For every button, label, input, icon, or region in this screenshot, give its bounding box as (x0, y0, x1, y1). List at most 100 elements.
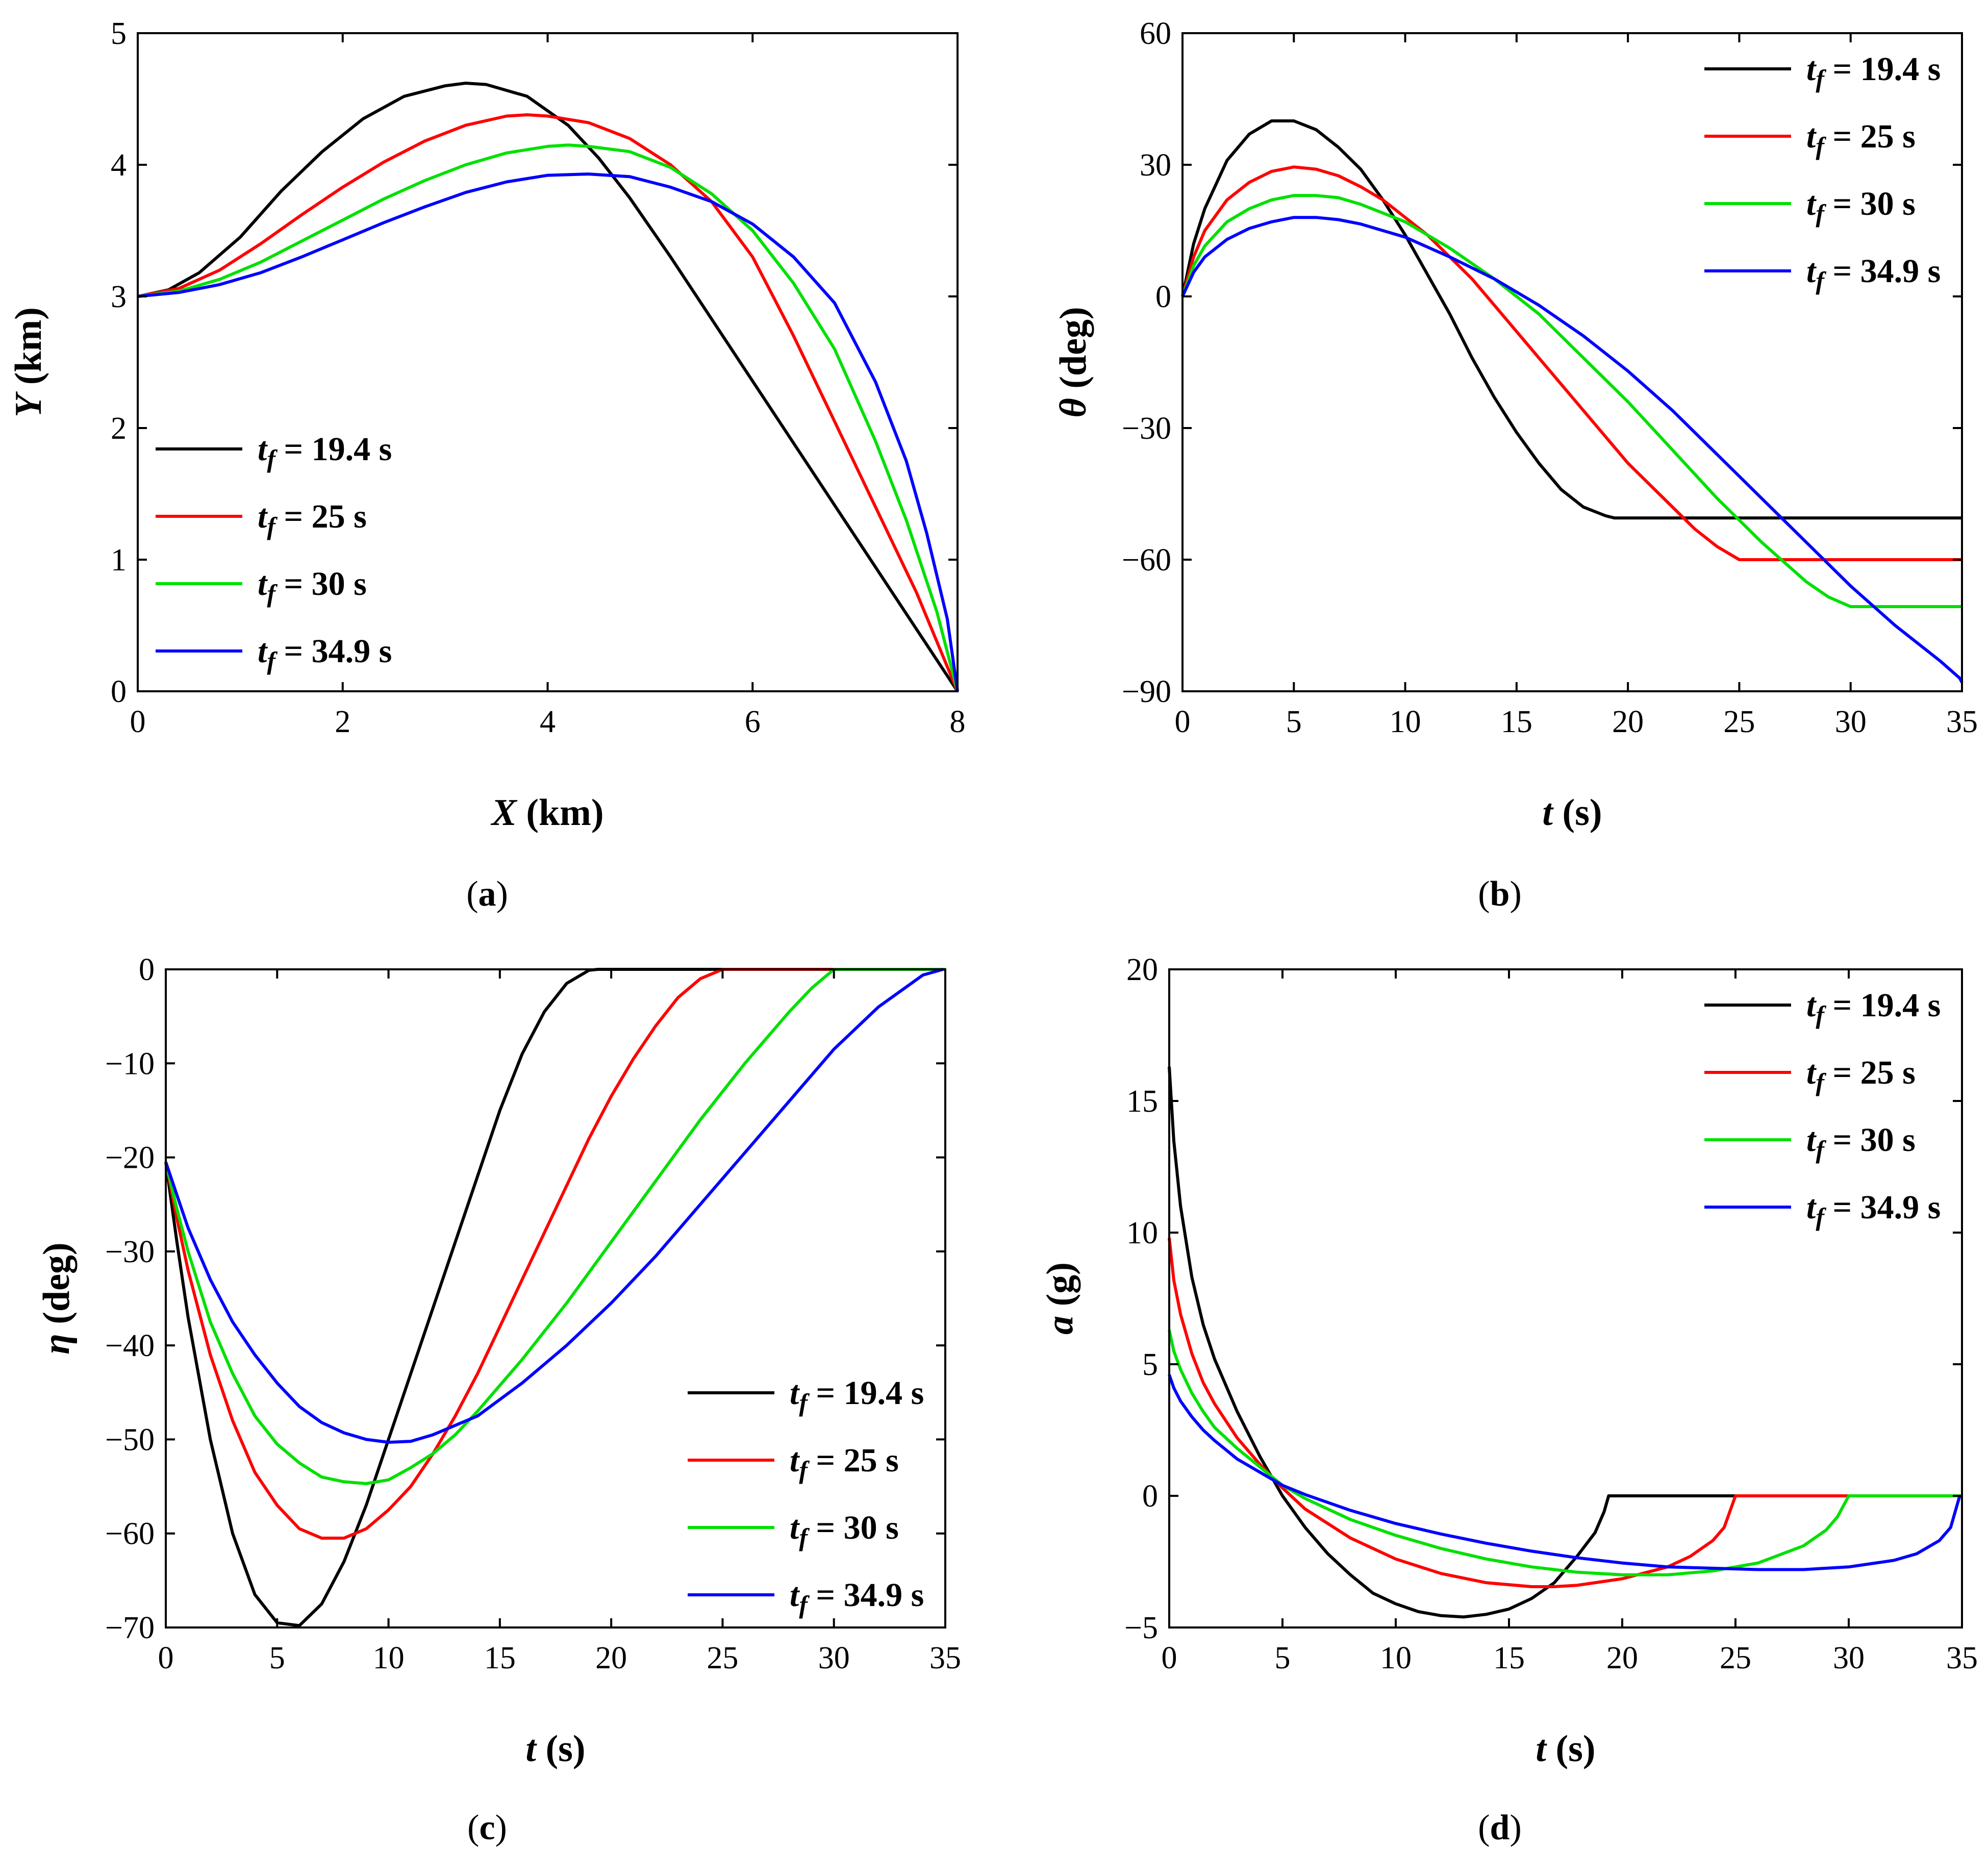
x-tick-label-d-6: 30 (1833, 1641, 1865, 1675)
x-tick-label-c-0: 0 (158, 1641, 174, 1675)
x-axis-label-d: t (s) (1536, 1728, 1595, 1770)
legend-label-b-0: tf = 19.4 s (1806, 51, 1941, 93)
x-tick-label-c-5: 25 (707, 1641, 738, 1675)
series-line-b-1 (1181, 165, 1962, 561)
x-tick-label-b-1: 5 (1286, 705, 1302, 739)
x-tick-label-d-3: 15 (1493, 1641, 1525, 1675)
y-tick-label-d-0: −5 (1124, 1611, 1158, 1645)
legend-label-c-3: tf = 34.9 s (790, 1576, 924, 1619)
plot-frame-b (1181, 32, 1963, 692)
legend-label-d-0: tf = 19.4 s (1806, 987, 1941, 1029)
series-line-a-3 (137, 172, 959, 692)
legend-label-b-3: tf = 34.9 s (1806, 253, 1941, 295)
y-tick-label-b-1: −60 (1122, 543, 1171, 578)
legend-label-a-0: tf = 19.4 s (258, 431, 392, 473)
x-tick-label-c-7: 35 (929, 1641, 961, 1675)
x-axis-label-b: t (s) (1542, 792, 1602, 834)
x-tick-label-c-2: 10 (373, 1641, 405, 1675)
x-tick-label-a-1: 2 (335, 705, 350, 739)
y-tick-label-c-0: −70 (105, 1611, 155, 1645)
caption-a: (a) (466, 874, 508, 914)
series-line-b-0 (1181, 119, 1962, 520)
y-tick-label-d-3: 10 (1126, 1216, 1158, 1250)
x-tick-label-d-0: 0 (1162, 1641, 1177, 1675)
y-axis-label-a: Y (km) (8, 307, 49, 417)
legend-label-c-2: tf = 30 s (790, 1509, 899, 1551)
series-line-d-1 (1168, 1237, 1849, 1588)
x-tick-label-b-3: 15 (1501, 705, 1532, 739)
y-tick-label-c-1: −60 (105, 1517, 155, 1551)
series-line-c-2 (164, 968, 945, 1485)
legend-label-d-3: tf = 34.9 s (1806, 1189, 1941, 1231)
caption-c: (c) (467, 1808, 507, 1847)
series-line-c-3 (164, 968, 944, 1444)
legend-label-c-1: tf = 25 s (790, 1442, 899, 1484)
y-axis-label-c: η (deg) (36, 1242, 78, 1354)
series-line-d-0 (1168, 1066, 1735, 1619)
y-tick-label-a-4: 4 (111, 148, 127, 183)
x-tick-label-d-4: 20 (1606, 1641, 1638, 1675)
legend-c: tf = 19.4 s tf = 25 s tf = 30 s tf = 34.9 s (688, 1374, 924, 1619)
x-tick-label-a-2: 4 (540, 705, 556, 739)
y-axis-label-d: a (g) (1039, 1262, 1081, 1335)
series-line-b-3 (1181, 216, 1964, 684)
legend-a: tf = 19.4 s tf = 25 s tf = 30 s tf = 34.9 s (156, 431, 392, 675)
y-tick-label-b-5: 60 (1140, 16, 1171, 51)
y-tick-label-a-1: 1 (111, 543, 127, 578)
x-axis-label-c: t (s) (525, 1728, 585, 1770)
x-axis-label-a: X (km) (491, 792, 604, 834)
x-tick-label-c-3: 15 (484, 1641, 516, 1675)
legend-label-c-0: tf = 19.4 s (790, 1374, 924, 1417)
x-tick-label-b-7: 35 (1946, 705, 1978, 739)
x-tick-label-a-0: 0 (130, 705, 146, 739)
x-tick-label-b-2: 10 (1390, 705, 1421, 739)
series-line-a-1 (137, 113, 959, 692)
x-tick-label-b-5: 25 (1723, 705, 1755, 739)
caption-b: (b) (1478, 874, 1522, 914)
legend-label-a-3: tf = 34.9 s (258, 633, 392, 675)
x-tick-label-d-5: 25 (1720, 1641, 1751, 1675)
y-tick-label-a-5: 5 (111, 16, 127, 51)
y-tick-label-c-4: −30 (105, 1235, 155, 1269)
x-tick-label-c-1: 5 (269, 1641, 285, 1675)
y-tick-label-a-2: 2 (111, 411, 127, 446)
x-tick-label-c-6: 30 (818, 1641, 850, 1675)
plot-frame-c (165, 968, 946, 1628)
legend-label-b-1: tf = 25 s (1806, 118, 1916, 160)
y-tick-label-d-2: 5 (1142, 1347, 1158, 1382)
y-tick-label-c-5: −20 (105, 1141, 155, 1175)
y-tick-label-c-7: 0 (139, 953, 155, 987)
plot-frame-d (1168, 968, 1963, 1628)
x-tick-label-b-6: 30 (1835, 705, 1867, 739)
y-tick-label-a-0: 0 (111, 674, 127, 709)
legend-label-d-2: tf = 30 s (1806, 1121, 1916, 1164)
x-tick-label-b-0: 0 (1175, 705, 1191, 739)
x-tick-label-d-1: 5 (1275, 1641, 1291, 1675)
y-tick-label-d-1: 0 (1142, 1479, 1158, 1514)
x-tick-label-a-3: 6 (745, 705, 761, 739)
y-tick-label-d-5: 20 (1126, 953, 1158, 987)
x-tick-label-b-4: 20 (1612, 705, 1644, 739)
series-line-d-3 (1168, 1374, 1961, 1571)
legend-d: tf = 19.4 s tf = 25 s tf = 30 s tf = 34.9 s (1704, 987, 1941, 1231)
chart-b: 0 5 10 15 20 25 30 35 −90 −60 −30 0 30 60 t (s) θ (deg)… (1052, 16, 1978, 914)
legend-label-b-2: tf = 30 s (1806, 185, 1916, 228)
caption-d: (d) (1478, 1808, 1522, 1847)
y-tick-label-c-6: −10 (105, 1046, 155, 1081)
series-line-d-2 (1168, 1330, 1962, 1576)
series-line-a-0 (137, 82, 959, 692)
y-tick-label-c-3: −40 (105, 1329, 155, 1363)
y-tick-label-b-3: 0 (1155, 280, 1171, 314)
legend-label-a-2: tf = 30 s (258, 565, 367, 608)
legend-label-a-1: tf = 25 s (258, 498, 367, 540)
x-tick-label-d-7: 35 (1946, 1641, 1978, 1675)
y-tick-label-b-4: 30 (1140, 148, 1171, 183)
series-line-a-2 (137, 143, 959, 692)
y-tick-label-d-4: 15 (1126, 1084, 1158, 1119)
x-tick-label-c-4: 20 (595, 1641, 627, 1675)
y-axis-label-b: θ (deg) (1052, 307, 1094, 417)
y-tick-label-a-3: 3 (111, 280, 127, 314)
